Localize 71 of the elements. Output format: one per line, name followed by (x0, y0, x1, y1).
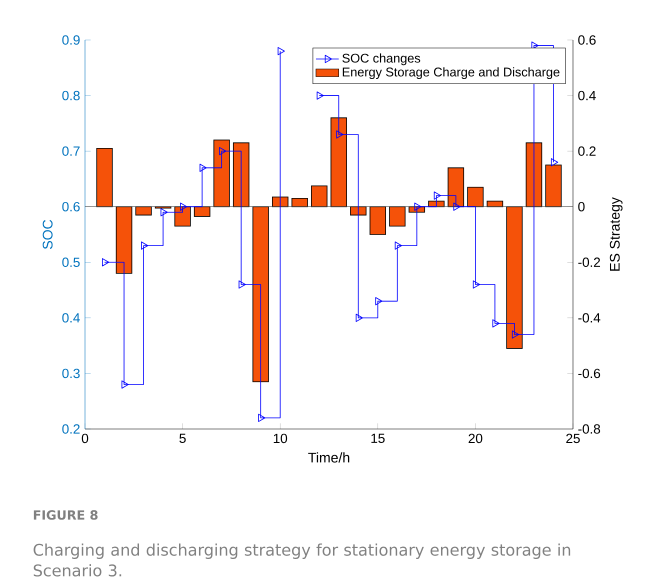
y-tick-label: 0.3 (62, 368, 80, 378)
y2-tick-label: -0.4 (578, 313, 600, 323)
legend-label: SOC changes (342, 53, 420, 66)
point (278, 47, 285, 56)
y2-tick-label: 0.2 (578, 146, 596, 156)
bar (213, 140, 230, 208)
bar (96, 148, 113, 208)
bar (467, 186, 484, 208)
point (512, 330, 520, 339)
point (492, 319, 500, 328)
bar (330, 117, 347, 208)
bar (194, 206, 210, 217)
point (200, 164, 207, 172)
bar (292, 198, 308, 208)
point (453, 202, 461, 211)
point (238, 280, 246, 289)
point (375, 297, 382, 306)
point (102, 258, 110, 266)
bar (526, 142, 542, 208)
y2-tick-label: -0.6 (578, 368, 600, 378)
x-tick-label: 10 (274, 434, 288, 444)
y2-tick-label: -0.8 (578, 424, 600, 434)
text: Charging and discharging strategy for stationary energy storage in Scenario 3. (34, 543, 570, 577)
y-tick-label: 0.4 (62, 313, 80, 323)
y2-tick-label: 0 (578, 202, 585, 212)
x-tick-label: 15 (371, 434, 385, 443)
point (160, 208, 168, 216)
point (394, 242, 402, 250)
legend-label: Energy Storage Charge and Discharge (342, 67, 560, 80)
bar (311, 185, 328, 208)
bar (350, 206, 366, 216)
point (316, 91, 324, 100)
x-tick-label: 25 (566, 434, 580, 444)
bar (174, 206, 191, 227)
y2-tick-label: 0.6 (578, 35, 596, 45)
bar (252, 206, 269, 382)
x-tick-label: 5 (179, 434, 186, 443)
y-tick-label: 0.5 (62, 258, 80, 267)
bar (370, 206, 386, 235)
y-tick-label: 0.7 (62, 146, 80, 156)
x-tick-label: 0 (82, 434, 88, 444)
bar (448, 167, 464, 208)
y-tick-label: 0.8 (62, 90, 80, 100)
y-tick-label: 0.2 (62, 424, 80, 434)
bar (272, 196, 288, 208)
point (219, 147, 226, 156)
point (180, 202, 188, 211)
point (550, 158, 558, 166)
y2-tick-label: -0.2 (578, 258, 600, 267)
y-tick-label: 0.6 (62, 202, 80, 212)
point (414, 202, 422, 211)
bar (389, 206, 406, 227)
x-axis-title: Time/h (308, 452, 350, 463)
caption: FIGURE 8 (34, 510, 98, 520)
bar (135, 206, 152, 216)
y2-tick-label: 0.4 (578, 90, 596, 100)
y2-axis-title: ES Strategy (610, 197, 623, 271)
point (356, 314, 363, 322)
bar (506, 206, 523, 349)
y-axis-title: SOC (42, 220, 53, 250)
point (434, 192, 442, 200)
bar (232, 142, 250, 208)
bar (116, 206, 132, 274)
point (336, 130, 344, 139)
x-tick-label: 20 (468, 434, 482, 444)
point (258, 414, 266, 422)
point (141, 242, 148, 250)
point (472, 280, 480, 289)
y-tick-label: 0.9 (62, 35, 80, 45)
point (122, 380, 129, 389)
bar (545, 164, 562, 208)
